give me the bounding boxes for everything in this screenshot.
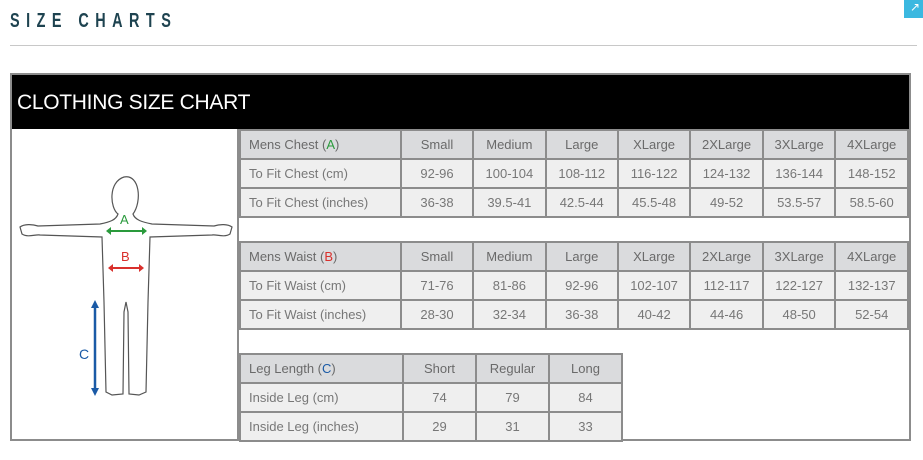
size-value: 102-107 xyxy=(616,270,692,301)
size-value: 31 xyxy=(475,411,550,442)
size-value: 122-127 xyxy=(761,270,837,301)
size-header: 4XLarge xyxy=(834,129,909,160)
header-letter: A xyxy=(326,137,335,152)
size-value: 112-117 xyxy=(689,270,764,301)
page-title: SIZE CHARTS xyxy=(10,10,178,32)
group-header: Leg Length (C) xyxy=(239,353,404,384)
size-value: 132-137 xyxy=(834,270,909,301)
size-header: Long xyxy=(548,353,623,384)
divider xyxy=(10,45,917,46)
size-value: 148-152 xyxy=(834,158,909,189)
header-close: ) xyxy=(334,137,340,152)
leg-table: Leg Length (C) Short Regular Long Inside Leg… xyxy=(239,353,623,442)
size-value: 53.5-57 xyxy=(761,187,837,218)
size-value: 58.5-60 xyxy=(834,187,909,218)
size-header: XLarge xyxy=(616,241,692,272)
size-value: 49-52 xyxy=(689,187,764,218)
size-value: 79 xyxy=(475,382,550,413)
chest-table: Mens Chest (A) Small Medium Large XLarge 2XLa… xyxy=(239,129,909,218)
size-value: 44-46 xyxy=(689,299,764,330)
waist-table: Mens Waist (B) Small Medium Large XLarge 2XLa… xyxy=(239,241,909,330)
size-header: Short xyxy=(402,353,477,384)
chart-title: CLOTHING SIZE CHART xyxy=(12,75,909,129)
table-row: Inside Leg (inches) 29 31 33 xyxy=(239,411,623,442)
size-value: 36-38 xyxy=(544,299,619,330)
table-row: Inside Leg (cm) 74 79 84 xyxy=(239,382,623,413)
label-b: B xyxy=(121,249,130,264)
size-header: XLarge xyxy=(616,129,692,160)
header-row: Mens Waist (B) Small Medium Large XLarge 2XLa… xyxy=(239,241,909,272)
size-header: Large xyxy=(544,241,619,272)
size-header: Medium xyxy=(472,241,547,272)
header-row: Mens Chest (A) Small Medium Large XLarge 2XLa… xyxy=(239,129,909,160)
body-figure: A B C xyxy=(12,129,239,439)
size-value: 36-38 xyxy=(399,187,475,218)
size-header: Large xyxy=(544,129,619,160)
table-row: To Fit Chest (inches) 36-38 39.5-41 42.5-44… xyxy=(239,187,909,218)
size-value: 100-104 xyxy=(472,158,547,189)
size-value: 136-144 xyxy=(761,158,837,189)
row-label: Inside Leg (inches) xyxy=(239,411,404,442)
size-header: 2XLarge xyxy=(689,241,764,272)
size-value: 42.5-44 xyxy=(544,187,619,218)
size-value: 124-132 xyxy=(689,158,764,189)
size-value: 116-122 xyxy=(616,158,692,189)
size-value: 33 xyxy=(548,411,623,442)
label-c: C xyxy=(79,346,89,362)
row-label: To Fit Waist (cm) xyxy=(239,270,402,301)
size-value: 52-54 xyxy=(834,299,909,330)
header-label: Mens Chest ( xyxy=(249,137,327,152)
header-label: Mens Waist ( xyxy=(249,249,325,264)
group-header: Mens Chest (A) xyxy=(239,129,402,160)
size-value: 92-96 xyxy=(399,158,475,189)
size-value: 45.5-48 xyxy=(616,187,692,218)
size-header: Small xyxy=(399,129,475,160)
expand-icon[interactable]: ↗ xyxy=(904,0,923,18)
header-row: Leg Length (C) Short Regular Long xyxy=(239,353,623,384)
row-label: To Fit Waist (inches) xyxy=(239,299,402,330)
row-label: To Fit Chest (inches) xyxy=(239,187,402,218)
size-value: 39.5-41 xyxy=(472,187,547,218)
size-value: 28-30 xyxy=(399,299,475,330)
size-header: Regular xyxy=(475,353,550,384)
size-value: 108-112 xyxy=(544,158,619,189)
header-close: ) xyxy=(331,361,336,376)
size-value: 48-50 xyxy=(761,299,837,330)
size-value: 29 xyxy=(402,411,477,442)
size-header: 3XLarge xyxy=(761,129,837,160)
header-letter: B xyxy=(324,249,334,264)
header-letter: C xyxy=(322,361,332,376)
header-close: ) xyxy=(333,249,338,264)
size-value: 84 xyxy=(548,382,623,413)
table-row: To Fit Waist (inches) 28-30 32-34 36-38 40-4… xyxy=(239,299,909,330)
table-row: To Fit Chest (cm) 92-96 100-104 108-112 116-… xyxy=(239,158,909,189)
row-label: Inside Leg (cm) xyxy=(239,382,404,413)
group-header: Mens Waist (B) xyxy=(239,241,402,272)
size-header: Small xyxy=(399,241,475,272)
size-value: 71-76 xyxy=(399,270,475,301)
size-chart: CLOTHING SIZE CHART A B C Mens Chest (A)… xyxy=(10,73,911,442)
size-header: 2XLarge xyxy=(689,129,764,160)
size-header: Medium xyxy=(472,129,547,160)
size-value: 92-96 xyxy=(544,270,619,301)
size-value: 40-42 xyxy=(616,299,692,330)
label-a: A xyxy=(120,212,129,227)
size-value: 32-34 xyxy=(472,299,547,330)
size-value: 81-86 xyxy=(472,270,547,301)
size-header: 4XLarge xyxy=(834,241,909,272)
header-label: Leg Length ( xyxy=(249,361,323,376)
size-header: 3XLarge xyxy=(761,241,837,272)
row-label: To Fit Chest (cm) xyxy=(239,158,402,189)
size-value: 74 xyxy=(402,382,477,413)
table-row: To Fit Waist (cm) 71-76 81-86 92-96 102-107 1… xyxy=(239,270,909,301)
